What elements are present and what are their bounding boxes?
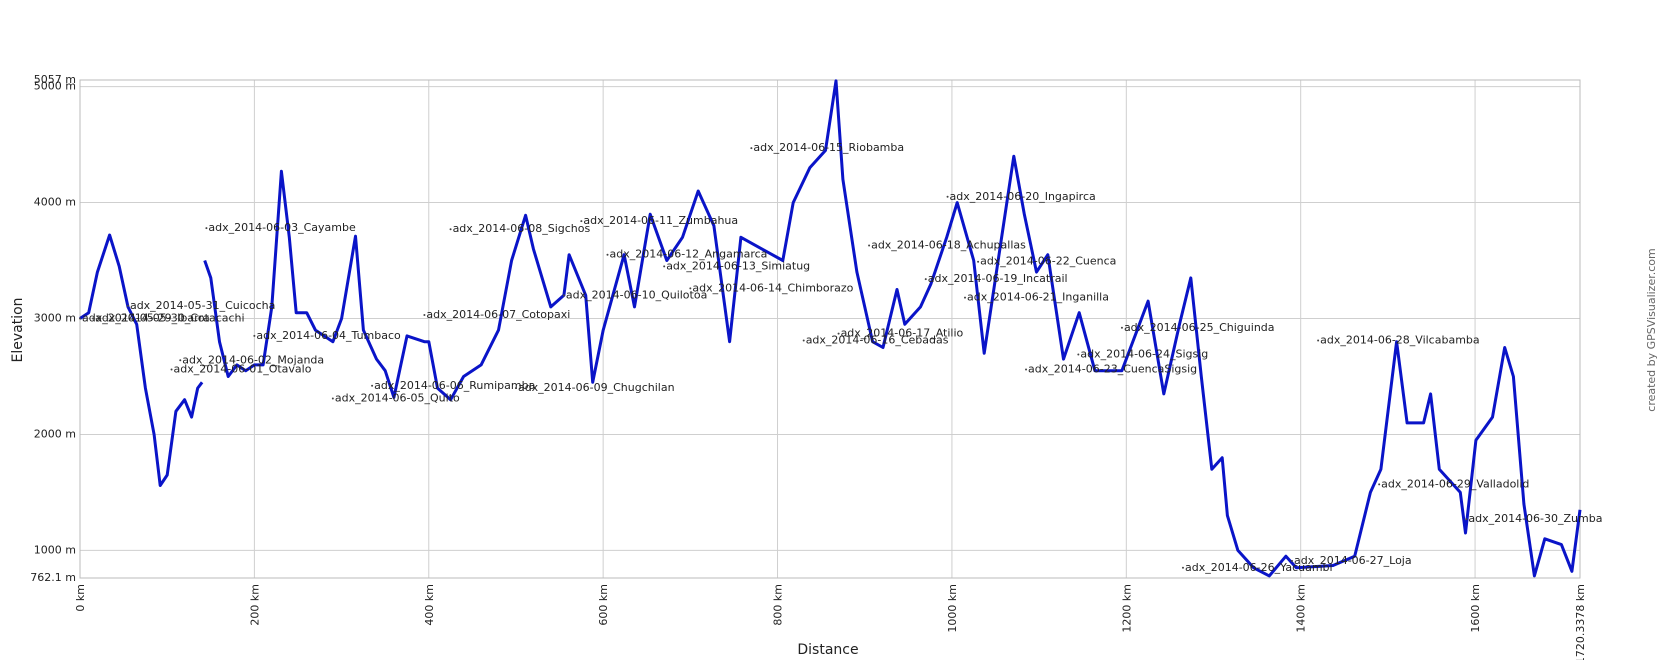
waypoint — [179, 359, 182, 362]
waypoint — [562, 294, 565, 297]
waypoint-label: adx_2014-06-06_Rumipamba — [374, 379, 535, 392]
waypoint-label: adx_2014-06-30_Zumba — [1468, 512, 1602, 525]
x-tick-label: 1720.3378 km — [1574, 584, 1587, 660]
waypoint-label: adx_2014-06-22_Cuenca — [980, 255, 1116, 268]
waypoint — [423, 314, 426, 317]
x-tick-label: 0 km — [74, 584, 87, 612]
waypoint — [331, 397, 334, 400]
x-tick-label: 1400 km — [1295, 584, 1308, 633]
waypoint — [868, 244, 871, 247]
waypoint-label: adx_2014-06-18_Achupallas — [871, 238, 1026, 251]
waypoint-label: adx_2014-06-17_Atilio — [841, 327, 964, 340]
waypoint-label: adx_2014-06-23_CuencaSigsig — [1028, 363, 1197, 376]
waypoint-label: adx_2014-06-24_Sigsig — [1080, 347, 1208, 360]
plot-frame — [79, 79, 1581, 579]
waypoint-label: adx_2014-06-13_Simiatug — [666, 259, 810, 272]
waypoint-label: adx_2014-06-08_Sigchos — [453, 222, 591, 235]
y-tick-label: 5057 m — [34, 73, 76, 86]
waypoint — [750, 147, 753, 150]
waypoint — [837, 332, 840, 335]
waypoint-label: adx_2014-06-14_Chimborazo — [692, 281, 853, 294]
waypoint-label: adx_2014-06-28_Vilcabamba — [1320, 334, 1480, 347]
waypoint-label: adx_2014-06-03_Cayambe — [208, 221, 356, 234]
waypoint-label: adx_2014-06-07_Cotopaxi — [426, 308, 570, 321]
waypoint — [606, 253, 609, 256]
waypoint — [253, 334, 256, 337]
waypoint-label: adx_2014-05-29_Ibarra — [82, 312, 210, 325]
y-axis-label: Elevation — [10, 297, 26, 362]
x-tick-label: 1600 km — [1469, 584, 1482, 633]
waypoint-label: adx_2014-06-01_Otavalo — [174, 363, 312, 376]
x-axis-label: Distance — [797, 642, 858, 658]
waypoint — [1025, 368, 1028, 371]
waypoint — [170, 368, 173, 371]
waypoint-label: adx_2014-06-04_Tumbaco — [256, 329, 401, 342]
waypoint-label: adx_2014-06-20_Ingapirca — [950, 190, 1096, 203]
waypoint — [205, 227, 208, 230]
waypoint — [946, 195, 949, 198]
y-tick-label: 5000 m — [34, 80, 76, 93]
y-tick-label: 2000 m — [34, 427, 76, 440]
waypoint-label: adx_2014-06-25_Chiguinda — [1124, 321, 1275, 334]
waypoint — [1465, 518, 1468, 521]
waypoint — [689, 287, 692, 290]
waypoint — [92, 317, 95, 320]
waypoint-label: adx_2014-06-21_Inganilla — [967, 291, 1109, 304]
waypoint-label: adx_2014-05-31_Cuicocha — [130, 299, 275, 312]
waypoint-label: adx_2014-06-11_Zumbahua — [583, 214, 738, 227]
waypoint-label: adx_2014-06-10_Quilotoa — [566, 288, 707, 301]
waypoint-label: adx_2014-06-27_Loja — [1294, 554, 1412, 567]
y-tick-label: 762.1 m — [30, 571, 76, 584]
waypoint — [964, 296, 967, 299]
y-tick-label: 4000 m — [34, 196, 76, 209]
elevation-line — [79, 79, 1582, 578]
waypoint-label: adx_2014-06-09_Chugchilan — [518, 381, 675, 394]
waypoint — [371, 384, 374, 387]
x-tick-label: 1200 km — [1120, 584, 1133, 633]
waypoint — [1290, 559, 1293, 562]
x-tick-label: 600 km — [597, 584, 610, 626]
waypoint-label: adx_2014-06-05_Quito — [335, 392, 460, 405]
x-tick-label: 800 km — [772, 584, 785, 626]
waypoint — [514, 387, 517, 390]
waypoint — [1120, 326, 1123, 329]
waypoint — [1378, 483, 1381, 486]
waypoint — [663, 265, 666, 268]
waypoint — [802, 339, 805, 342]
waypoint — [1181, 566, 1184, 569]
x-tick-label: 1000 km — [946, 584, 959, 633]
waypoint-label: adx_2014-06-26_Yacuambi — [1185, 561, 1333, 574]
waypoint — [449, 228, 452, 231]
waypoint-label: adx_2014-06-19_Incatrail — [928, 272, 1068, 285]
x-tick-label: 200 km — [248, 584, 261, 626]
waypoint-label: adx_2014-06-16_Cebadas — [806, 334, 949, 347]
x-tick-label: 400 km — [423, 584, 436, 626]
credit: created by GPSVisualizer.com — [1645, 248, 1658, 411]
waypoint — [977, 260, 980, 263]
waypoint — [79, 317, 81, 320]
y-tick-label: 3000 m — [34, 312, 76, 325]
waypoint — [1317, 339, 1320, 342]
waypoint — [1077, 353, 1080, 356]
waypoint-label: adx_2014-06-15_Riobamba — [753, 141, 904, 154]
waypoint-label: adx_2014-06-02_Mojanda — [182, 353, 324, 366]
waypoint-label: adx_2014-06-29_Valladolid — [1381, 477, 1529, 490]
y-tick-label: 1000 m — [34, 543, 76, 556]
waypoint-label: adx_2014-05-30_Cotacachi — [95, 312, 245, 325]
waypoint — [924, 278, 927, 281]
waypoint — [126, 304, 129, 307]
waypoint — [580, 220, 583, 223]
waypoint-label: adx_2014-06-12_Angamarca — [610, 248, 768, 261]
